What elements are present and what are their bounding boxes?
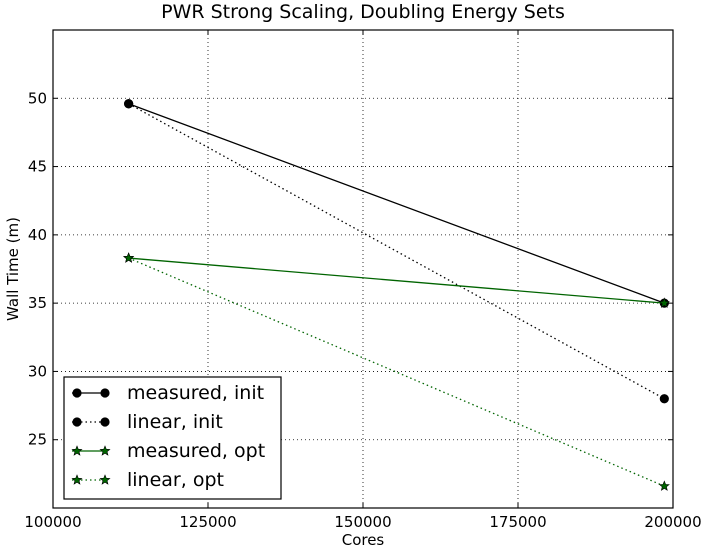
data-point (658, 297, 670, 308)
data-point (99, 474, 111, 485)
y-tick-label: 50 (28, 89, 47, 107)
x-tick-label: 100000 (24, 513, 81, 531)
data-point (124, 99, 134, 109)
data-point (100, 388, 110, 398)
x-tick-label: 150000 (334, 513, 391, 531)
data-point (71, 474, 83, 485)
y-tick-label: 40 (28, 226, 47, 244)
x-tick-label: 125000 (179, 513, 236, 531)
x-tick-label: 175000 (489, 513, 546, 531)
y-tick-label: 30 (28, 362, 47, 380)
series-group (123, 99, 670, 491)
tick-labels: 100000 125000 150000 175000 200000 25 30 35 40 45… (24, 89, 701, 531)
data-point (72, 417, 82, 427)
legend-label: measured, opt (127, 440, 265, 462)
series-line (128, 257, 665, 304)
data-point (659, 394, 669, 404)
series (124, 99, 669, 308)
series-line (128, 103, 665, 304)
legend-label: linear, init (127, 411, 223, 433)
data-point (658, 480, 670, 491)
legend: measured, init linear, init measured, opt l… (63, 376, 282, 500)
y-tick-label: 35 (28, 294, 47, 312)
y-axis-label: Wall Time (m) (4, 217, 22, 321)
data-point (99, 445, 111, 456)
x-tick-label: 200000 (644, 513, 701, 531)
x-axis-label: Cores (342, 531, 385, 549)
series (123, 252, 670, 308)
chart-title: PWR Strong Scaling, Doubling Energy Sets (161, 1, 565, 23)
series-line (128, 103, 665, 400)
series (124, 99, 669, 404)
legend-label: measured, init (127, 382, 264, 404)
y-tick-label: 25 (28, 431, 47, 449)
data-point (71, 445, 83, 456)
legend-label: linear, opt (127, 469, 224, 491)
series (123, 252, 670, 491)
y-tick-label: 45 (28, 158, 47, 176)
data-point (72, 388, 82, 398)
plot-frame (52, 29, 674, 509)
data-point (100, 417, 110, 427)
grid (52, 30, 674, 508)
data-point (123, 252, 135, 263)
